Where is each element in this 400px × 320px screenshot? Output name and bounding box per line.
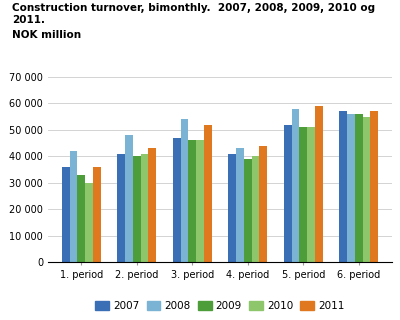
Bar xyxy=(173,138,181,262)
Bar xyxy=(85,183,93,262)
Bar xyxy=(70,151,78,262)
Bar xyxy=(252,156,259,262)
Bar xyxy=(299,127,307,262)
Bar xyxy=(228,154,236,262)
Bar xyxy=(148,148,156,262)
Bar xyxy=(362,116,370,262)
Bar xyxy=(284,124,292,262)
Bar xyxy=(292,108,299,262)
Bar xyxy=(370,111,378,262)
Text: NOK million: NOK million xyxy=(12,30,81,40)
Bar xyxy=(355,114,362,262)
Bar xyxy=(125,135,133,262)
Bar xyxy=(141,154,148,262)
Bar xyxy=(117,154,125,262)
Bar xyxy=(307,127,315,262)
Bar xyxy=(93,167,101,262)
Bar xyxy=(236,148,244,262)
Bar xyxy=(315,106,323,262)
Bar xyxy=(62,167,70,262)
Bar xyxy=(259,146,267,262)
Legend: 2007, 2008, 2009, 2010, 2011: 2007, 2008, 2009, 2010, 2011 xyxy=(96,301,344,311)
Bar xyxy=(204,124,212,262)
Bar xyxy=(78,175,85,262)
Bar xyxy=(188,140,196,262)
Bar xyxy=(244,159,252,262)
Bar xyxy=(347,114,355,262)
Bar xyxy=(181,119,188,262)
Text: Construction turnover, bimonthly.  2007, 2008, 2009, 2010 og 2011.: Construction turnover, bimonthly. 2007, … xyxy=(12,3,375,25)
Bar xyxy=(133,156,141,262)
Bar xyxy=(196,140,204,262)
Bar xyxy=(339,111,347,262)
